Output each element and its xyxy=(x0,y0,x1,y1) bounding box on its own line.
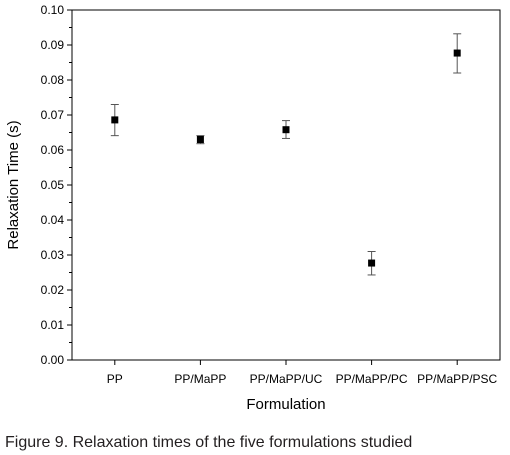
x-tick-label: PP/MaPP/PC xyxy=(336,372,408,386)
data-point-marker xyxy=(282,126,290,134)
y-tick-label: 0.05 xyxy=(41,178,65,192)
y-axis-title: Relaxation Time (s) xyxy=(5,120,22,249)
y-tick-label: 0.10 xyxy=(41,3,65,17)
x-tick-label: PP/MaPP xyxy=(174,372,226,386)
x-axis-title: Formulation xyxy=(246,396,325,413)
y-tick-label: 0.08 xyxy=(41,73,65,87)
x-tick-label: PP xyxy=(107,372,123,386)
figure-caption: Figure 9. Relaxation times of the five f… xyxy=(5,434,412,451)
y-tick-label: 0.09 xyxy=(41,38,65,52)
data-point-marker xyxy=(368,259,376,267)
x-tick-label: PP/MaPP/UC xyxy=(250,372,323,386)
y-tick-label: 0.04 xyxy=(41,213,65,227)
data-point-marker xyxy=(111,116,119,124)
data-point-marker xyxy=(196,136,204,143)
plot-area: 0.00 0.01 0.02 0.03 0.04 0.05 0.06 0.07 0.08 0.09… xyxy=(41,3,501,386)
data-point-marker xyxy=(453,49,461,57)
y-tick-label: 0.06 xyxy=(41,143,65,157)
y-tick-label: 0.07 xyxy=(41,108,65,122)
x-tick-label: PP/MaPP/PSC xyxy=(417,372,497,386)
y-tick-label: 0.02 xyxy=(41,283,65,297)
y-tick-label: 0.01 xyxy=(41,318,65,332)
y-tick-label: 0.00 xyxy=(41,353,65,367)
y-tick-label: 0.03 xyxy=(41,248,65,262)
